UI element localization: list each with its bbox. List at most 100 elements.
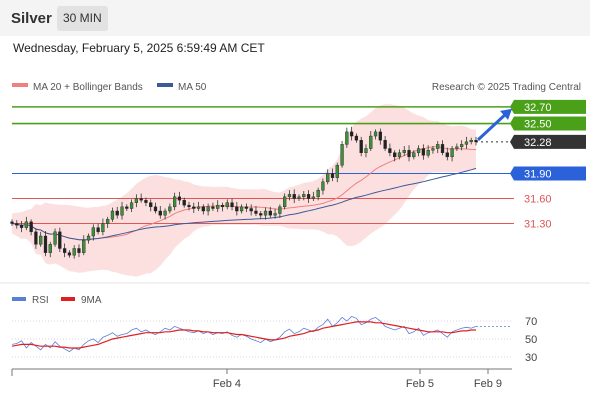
candle-82 <box>402 146 406 157</box>
rsi-ma-line <box>11 321 476 349</box>
candle-41 <box>206 203 210 216</box>
candle-16 <box>86 233 91 244</box>
candle-70 <box>345 127 349 148</box>
x-tick-label-1: Feb 5 <box>406 378 434 390</box>
candle-64 <box>316 187 320 201</box>
candle-63 <box>311 191 315 202</box>
candle-67 <box>330 168 335 182</box>
candle-86 <box>421 144 426 160</box>
candle-61 <box>302 191 306 201</box>
candle-36 <box>182 197 186 208</box>
candle-55 <box>273 208 277 219</box>
level-label-4: 31.60 <box>524 194 552 206</box>
candle-27 <box>139 193 143 203</box>
candle-72 <box>354 133 359 143</box>
candle-37 <box>187 201 191 211</box>
level-label-5: 31.30 <box>524 219 552 231</box>
candle-65 <box>321 178 325 195</box>
candle-71 <box>349 126 354 141</box>
level-label-2: 32.28 <box>524 137 552 149</box>
candle-53 <box>263 207 268 220</box>
candle-3 <box>24 216 28 231</box>
candle-85 <box>416 145 421 157</box>
level-tag-1 <box>510 116 586 131</box>
candle-30 <box>153 202 158 214</box>
candle-8 <box>48 241 52 258</box>
candle-17 <box>91 224 95 241</box>
candle-51 <box>254 206 258 217</box>
candle-80 <box>393 150 397 162</box>
legend-swatch-1 <box>157 83 173 87</box>
bollinger-band <box>12 104 476 277</box>
candle-25 <box>129 199 134 213</box>
candle-26 <box>134 194 139 208</box>
candle-15 <box>82 235 86 256</box>
candle-32 <box>163 208 167 220</box>
forecast-arrow <box>476 112 508 141</box>
level-tag-2 <box>510 134 586 149</box>
candle-23 <box>120 201 124 220</box>
candle-66 <box>326 169 330 185</box>
candle-77 <box>378 128 382 145</box>
symbol-title: Silver <box>11 10 52 27</box>
candle-54 <box>268 206 272 218</box>
x-tick-label-2: Feb 9 <box>474 378 502 390</box>
legend-label-1: MA 50 <box>178 82 207 93</box>
candle-9 <box>53 228 57 247</box>
candle-97 <box>474 136 478 146</box>
candle-47 <box>235 201 239 216</box>
candle-24 <box>125 204 129 212</box>
candle-93 <box>455 143 459 152</box>
legend-label-0: MA 20 + Bollinger Bands <box>33 82 143 93</box>
candle-56 <box>278 204 282 219</box>
candle-58 <box>287 190 292 201</box>
timeframe-button[interactable]: 30 MIN <box>57 6 108 31</box>
candle-31 <box>158 206 162 219</box>
level-tag-3 <box>510 166 586 181</box>
candle-43 <box>216 200 220 213</box>
candle-95 <box>464 136 469 149</box>
candle-92 <box>450 146 454 162</box>
candle-6 <box>39 231 43 247</box>
rsi-legend-label-0: RSI <box>32 295 49 306</box>
rsi-tick-1: 50 <box>525 334 537 346</box>
candle-79 <box>388 143 392 157</box>
candle-4 <box>29 219 33 236</box>
candle-10 <box>58 227 62 252</box>
candle-7 <box>43 230 48 257</box>
candle-22 <box>115 206 119 219</box>
candle-34 <box>173 192 177 211</box>
chart-header: Silver 30 MIN <box>0 0 590 36</box>
candle-1 <box>15 220 19 229</box>
rsi-line <box>11 316 477 353</box>
candle-75 <box>369 131 373 152</box>
candle-69 <box>340 141 344 168</box>
candle-74 <box>364 144 368 158</box>
candle-42 <box>211 202 215 212</box>
candle-40 <box>201 204 205 215</box>
candle-88 <box>431 146 435 154</box>
credit-label: Research © 2025 Trading Central <box>432 82 581 93</box>
candle-87 <box>426 145 430 158</box>
candle-94 <box>460 140 464 151</box>
rsi-legend-label-1: 9MA <box>81 295 102 306</box>
candle-48 <box>239 204 244 214</box>
candle-14 <box>77 244 81 258</box>
candle-62 <box>306 190 311 204</box>
candle-91 <box>445 147 449 161</box>
candle-90 <box>440 140 445 156</box>
rsi-tick-2: 30 <box>525 352 537 364</box>
candle-5 <box>34 228 38 249</box>
candle-73 <box>359 136 363 157</box>
candle-84 <box>412 150 416 160</box>
candle-76 <box>373 129 378 140</box>
candle-46 <box>230 198 234 211</box>
candle-38 <box>192 202 196 214</box>
candle-21 <box>110 207 115 222</box>
forecast-arrow-head <box>500 108 512 120</box>
candle-89 <box>436 141 440 154</box>
candle-59 <box>292 189 296 204</box>
datetime-label: Wednesday, February 5, 2025 6:59:49 AM C… <box>13 41 265 55</box>
candle-44 <box>220 202 225 212</box>
